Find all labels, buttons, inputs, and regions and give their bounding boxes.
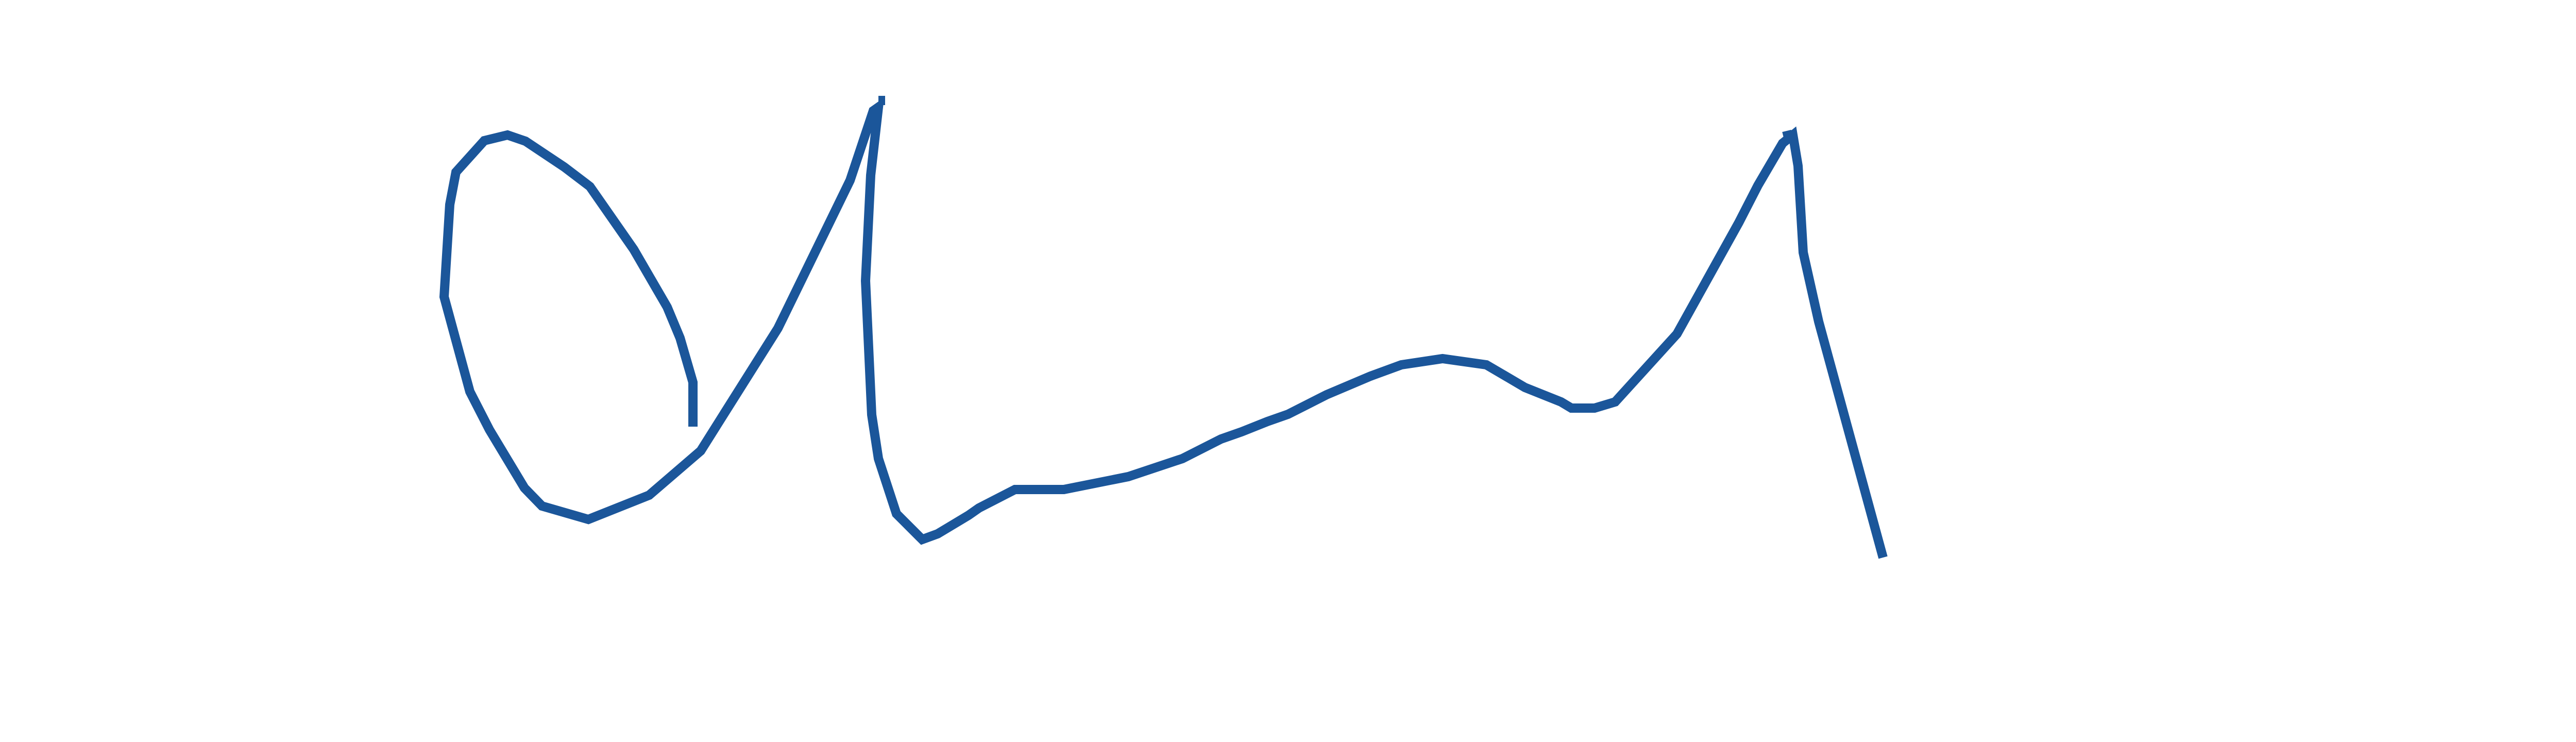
ink-stroke xyxy=(1782,129,1793,141)
ink-stroke xyxy=(439,97,1888,559)
